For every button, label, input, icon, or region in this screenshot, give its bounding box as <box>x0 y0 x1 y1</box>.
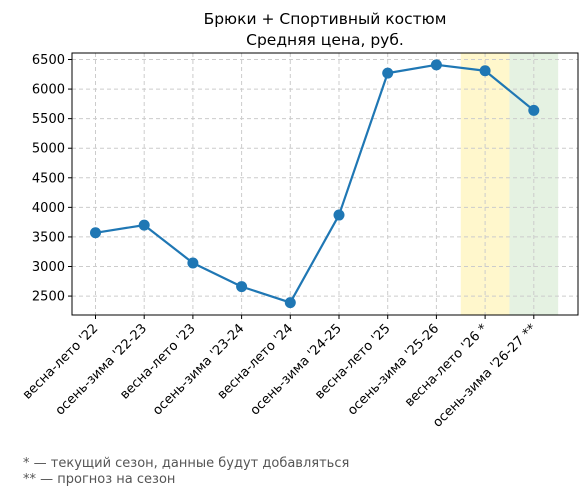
plot-frame <box>71 52 579 316</box>
y-tick-label: 4000 <box>32 201 65 216</box>
x-tick-label: осень-зима '24-25 <box>248 321 345 418</box>
chart-title: Брюки + Спортивный костюм <box>204 10 447 28</box>
footnote-forecast: ** — прогноз на сезон <box>23 472 176 487</box>
y-tick-label: 5500 <box>32 112 65 127</box>
y-tick-label: 3500 <box>32 230 65 245</box>
chart-subtitle: Средняя цена, руб. <box>246 31 404 49</box>
data-point <box>333 209 345 221</box>
grid-lines <box>72 53 578 315</box>
x-tick-label: осень-зима '23-24 <box>150 321 247 418</box>
y-tick-label: 2500 <box>32 290 65 305</box>
data-point <box>90 227 101 239</box>
y-tick-label: 4500 <box>32 171 65 186</box>
x-tick-label: осень-зима '22-23 <box>53 321 150 418</box>
y-tick-label: 5000 <box>32 142 65 157</box>
footnote-current-season: * — текущий сезон, данные будут добавлят… <box>23 456 350 471</box>
data-point <box>236 281 248 293</box>
data-point <box>479 65 491 77</box>
data-point <box>187 257 199 269</box>
x-tick-label: осень-зима '25-26 <box>345 321 442 418</box>
data-point <box>430 59 442 71</box>
data-point <box>138 219 150 231</box>
series-line <box>95 63 535 304</box>
season-highlight-0 <box>460 53 510 315</box>
season-highlights <box>460 53 559 315</box>
y-tick-label: 3000 <box>32 260 65 275</box>
y-tick-label: 6000 <box>32 83 65 98</box>
season-highlight-1 <box>509 53 559 315</box>
data-point <box>284 297 296 309</box>
y-tick-label: 6500 <box>32 53 65 68</box>
series <box>90 59 540 309</box>
data-point <box>528 104 540 116</box>
data-point <box>382 67 394 79</box>
x-tick-label: весна-лето '26 * <box>402 321 491 410</box>
